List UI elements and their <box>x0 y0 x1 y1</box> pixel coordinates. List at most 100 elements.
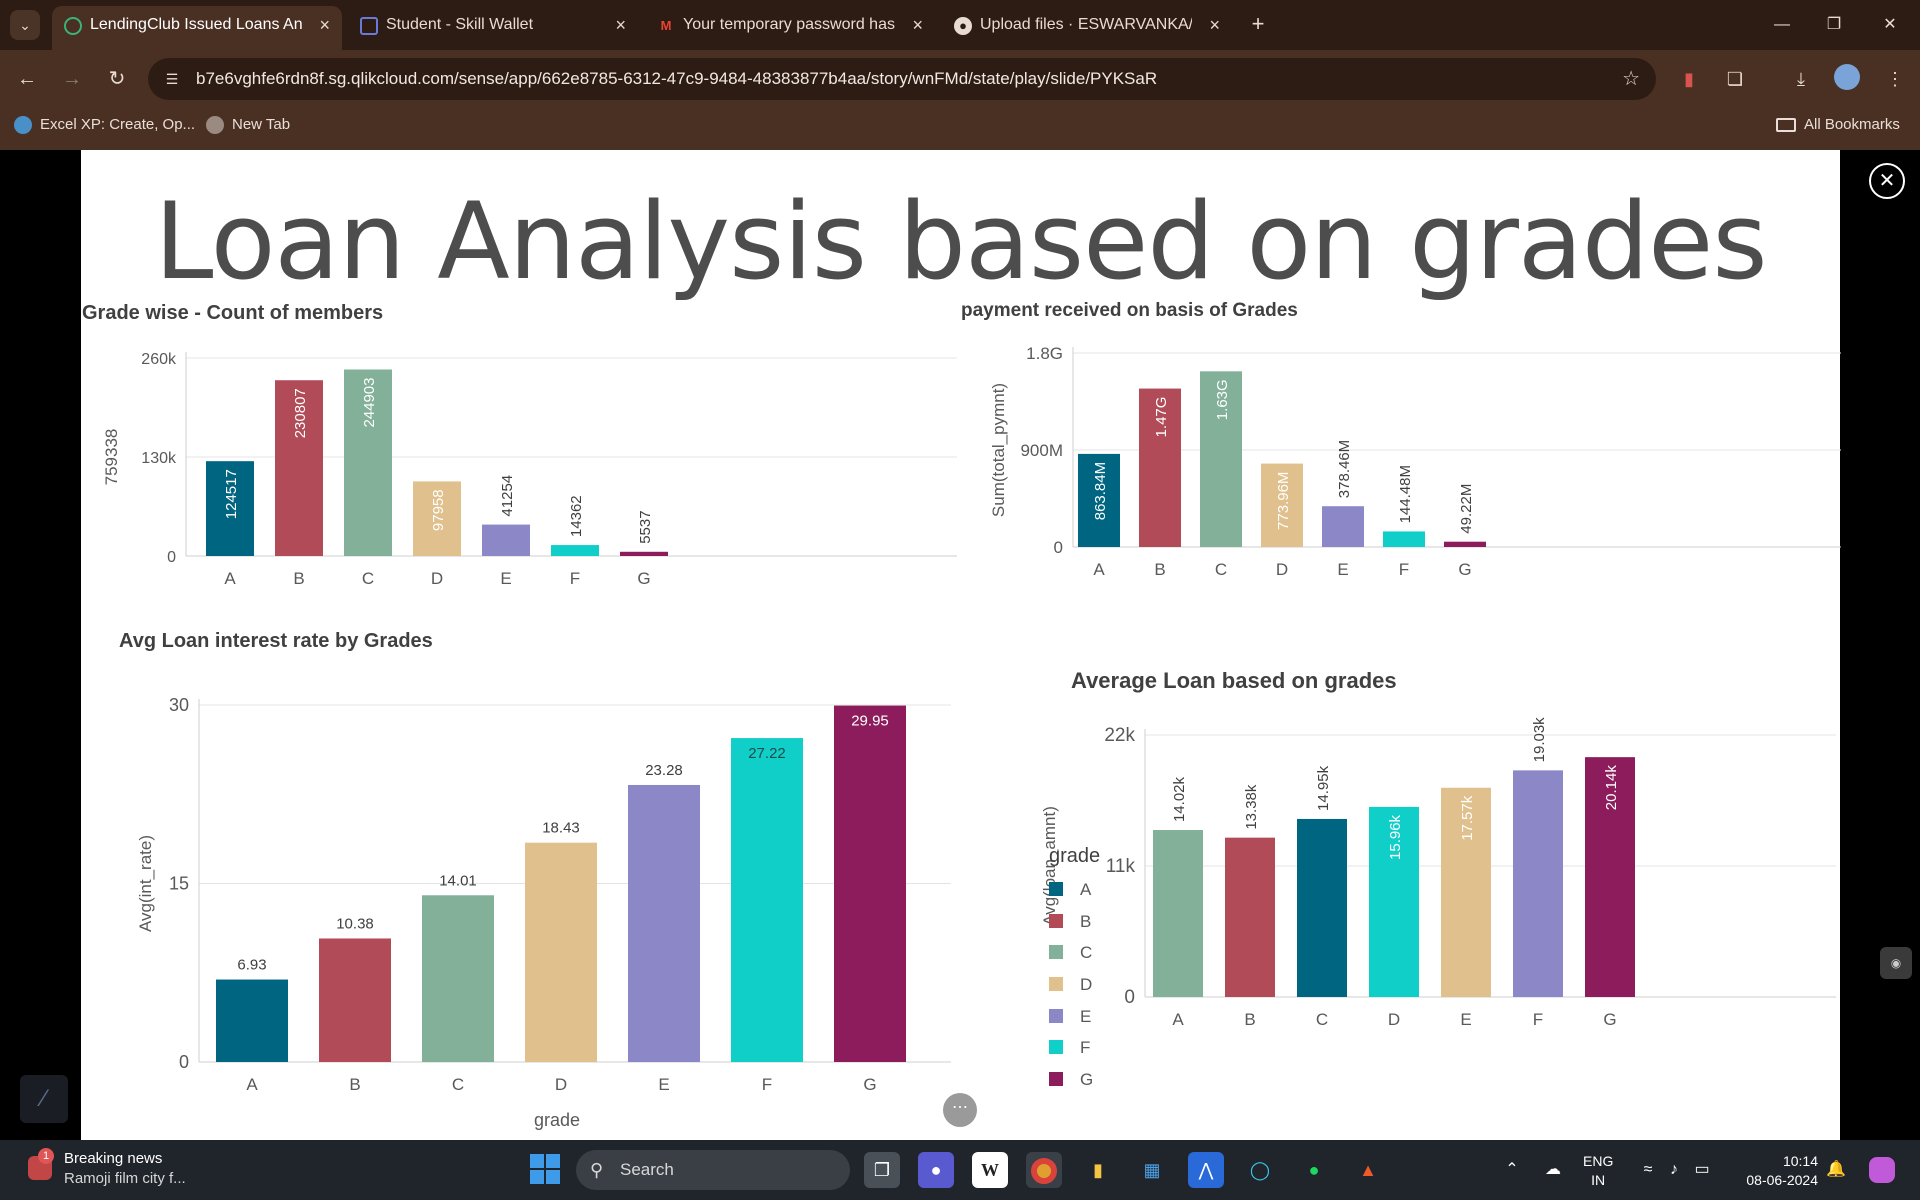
wifi-icon[interactable]: ≈ <box>1643 1161 1653 1178</box>
bar-count-d[interactable] <box>413 481 461 556</box>
interest-chart[interactable]: 0 15 30 Avg(int_rate)grade A 6.93 B 10.38 C 14.01… <box>81 665 961 1135</box>
bar-interest-b[interactable] <box>319 938 391 1062</box>
bar-avgloan-e[interactable] <box>1441 787 1491 997</box>
tab-gmail[interactable]: M Your temporary password has b × <box>645 6 935 50</box>
chart-title-interest: Avg Loan interest rate by Grades <box>119 630 433 652</box>
tab-github[interactable]: ● Upload files · ESWARVANKA/QL × <box>942 6 1232 50</box>
brave-icon[interactable]: ▲ <box>1359 1160 1377 1180</box>
wikipedia-icon[interactable]: W <box>972 1152 1008 1188</box>
notification-bell-icon[interactable]: 🔔 <box>1826 1161 1846 1178</box>
payment-chart[interactable]: 0 900M 1.8G Sum(total_pymnt) A 863.84M B 1.47G C… <box>961 335 1841 605</box>
all-bookmarks[interactable]: All Bookmarks <box>1776 108 1900 142</box>
legend-label: G <box>1080 1070 1094 1090</box>
legend-item-d[interactable]: D <box>1049 975 1139 1007</box>
bar-interest-g[interactable] <box>834 705 906 1062</box>
close-window-button[interactable]: ✕ <box>1883 16 1897 33</box>
site-info-icon[interactable]: ☰ <box>165 71 179 87</box>
taskbar-search[interactable]: ⚲ Search <box>576 1150 850 1190</box>
close-icon[interactable]: × <box>1209 15 1220 35</box>
legend-item-a[interactable]: A <box>1049 880 1139 912</box>
bar-payment-b[interactable] <box>1139 388 1181 547</box>
legend-item-f[interactable]: F <box>1049 1038 1139 1070</box>
tab-search-button[interactable]: ⌄ <box>10 10 40 40</box>
bar-avgloan-c[interactable] <box>1297 818 1347 997</box>
volume-icon[interactable]: ♪ <box>1670 1161 1678 1178</box>
legend-label: C <box>1080 943 1093 963</box>
cloud-icon[interactable]: ☁ <box>1545 1161 1561 1178</box>
tray-chevron-icon[interactable]: ⌃ <box>1505 1161 1519 1178</box>
alexa-icon[interactable]: ◯ <box>1249 1160 1271 1180</box>
bar-interest-f[interactable] <box>731 738 803 1062</box>
legend-item-c[interactable]: C <box>1049 943 1139 975</box>
bar-count-f[interactable] <box>551 545 599 556</box>
avgloan-chart[interactable]: 011k22kAvg(loan_amnt)A14.02kB13.38kC14.9… <box>1041 700 1840 1060</box>
minimize-button[interactable]: — <box>1774 16 1790 33</box>
task-view-icon[interactable]: ❐ <box>864 1152 900 1188</box>
app-launcher-icon[interactable]: ∕ <box>20 1075 68 1123</box>
bar-payment-e[interactable] <box>1322 506 1364 547</box>
bar-avgloan-b[interactable] <box>1225 837 1275 997</box>
legend-swatch <box>1049 1008 1063 1023</box>
bar-payment-f[interactable] <box>1383 531 1425 547</box>
bookmark-excel[interactable]: Excel XP: Create, Op... <box>14 108 195 142</box>
language-indicator[interactable]: ENG IN <box>1583 1152 1613 1190</box>
legend-item-b[interactable]: B <box>1049 912 1139 944</box>
exit-presentation-button[interactable]: ✕ <box>1869 163 1905 199</box>
address-bar[interactable]: ☰ b7e6vghfe6rdn8f.sg.qlikcloud.com/sense… <box>148 58 1656 100</box>
bar-avgloan-g[interactable] <box>1585 757 1635 997</box>
back-button[interactable]: ← <box>17 68 37 90</box>
bar-interest-c[interactable] <box>422 895 494 1062</box>
teams-icon[interactable]: ● <box>918 1152 954 1188</box>
restore-button[interactable]: ❐ <box>1826 16 1842 33</box>
copilot-icon[interactable] <box>1864 1140 1900 1200</box>
bar-avgloan-f[interactable] <box>1513 770 1563 997</box>
store-icon[interactable]: ▦ <box>1143 1160 1161 1180</box>
extensions-icon[interactable]: ❏ <box>1726 69 1744 89</box>
bar-payment-g[interactable] <box>1444 541 1486 547</box>
tab-lendingclub[interactable]: LendingClub Issued Loans Analy × <box>52 6 342 50</box>
bookmark-label: New Tab <box>232 116 291 133</box>
new-tab-button[interactable]: + <box>1251 11 1265 36</box>
file-explorer-icon[interactable]: ▮ <box>1093 1160 1103 1180</box>
spotify-icon[interactable]: ● <box>1308 1160 1320 1180</box>
bar-count-e[interactable] <box>482 524 530 556</box>
profile-avatar[interactable] <box>1832 64 1862 94</box>
pdf-extension-icon[interactable]: ▮ <box>1684 69 1694 89</box>
bar-avgloan-a[interactable] <box>1153 830 1203 997</box>
bar-avgloan-d[interactable] <box>1369 806 1419 997</box>
more-options-button[interactable]: ⋯ <box>943 1093 977 1127</box>
bookmark-star-icon[interactable]: ☆ <box>1622 68 1640 90</box>
bar-count-g[interactable] <box>620 551 668 556</box>
globe-icon <box>206 116 224 135</box>
bar-count-a[interactable] <box>206 461 254 556</box>
bar-payment-a[interactable] <box>1078 453 1120 547</box>
legend-item-e[interactable]: E <box>1049 1007 1139 1039</box>
bar-interest-d[interactable] <box>525 842 597 1062</box>
close-icon[interactable]: × <box>615 15 626 35</box>
app-icon[interactable]: ⋀ <box>1188 1152 1224 1188</box>
assistant-widget-icon[interactable]: ◉ <box>1880 947 1912 979</box>
legend-item-g[interactable]: G <box>1049 1070 1139 1102</box>
bar-payment-d[interactable] <box>1261 463 1303 547</box>
news-widget[interactable]: 1 Breaking news Ramoji film city f... <box>24 1148 224 1192</box>
close-icon[interactable]: × <box>319 15 330 35</box>
battery-icon[interactable]: ▭ <box>1694 1161 1710 1178</box>
y-tick-label: 900M <box>1020 441 1063 460</box>
bar-count-b[interactable] <box>275 380 323 556</box>
reload-button[interactable]: ↻ <box>108 68 126 90</box>
bar-payment-c[interactable] <box>1200 371 1242 547</box>
download-icon[interactable]: ⤓ <box>1797 69 1805 89</box>
close-icon[interactable]: × <box>912 15 923 35</box>
chrome-icon[interactable] <box>1026 1152 1062 1188</box>
bar-interest-a[interactable] <box>216 979 288 1062</box>
value-label: 97958 <box>430 489 447 531</box>
bar-count-c[interactable] <box>344 369 392 556</box>
forward-button[interactable]: → <box>62 68 82 90</box>
clock[interactable]: 10:14 08-06-2024 <box>1734 1152 1818 1190</box>
count-chart[interactable]: 0 130k 260k 759338 A 124517 B 230807 C 244903 D 979… <box>81 340 961 620</box>
browser-menu-icon[interactable]: ⋮ <box>1886 69 1904 89</box>
bar-interest-e[interactable] <box>628 784 700 1062</box>
bookmark-new-tab[interactable]: New Tab <box>206 108 290 142</box>
tab-skill-wallet[interactable]: Student - Skill Wallet × <box>348 6 638 50</box>
windows-start-icon[interactable] <box>530 1154 560 1184</box>
